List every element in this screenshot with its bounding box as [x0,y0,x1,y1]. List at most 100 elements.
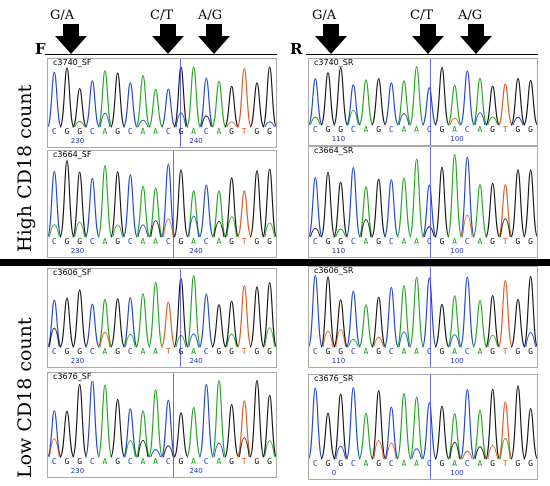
base-call: G [115,237,121,246]
trace-panel: c3606_SF C G G C A G C A A T G A C G G T G G 230 240 [47,268,277,368]
base-call: G [376,459,382,468]
minor-peak-G [500,218,511,238]
base-call: C [464,459,470,468]
minor-peak-A [125,333,136,348]
base-call: C [312,459,318,468]
base-call: T [241,127,247,136]
right-snp-label-3: A/G [458,8,483,23]
position-scale-end: 240 [189,467,203,475]
peak-G [434,66,450,126]
peak-G [224,177,240,238]
snp-marker-line [180,59,182,147]
base-call: A [191,127,196,136]
base-call: A [363,347,369,356]
peak-G [59,297,75,348]
base-call: G [178,347,184,356]
minor-peak-G [474,446,486,460]
peak-G [510,298,526,348]
base-call: C [51,347,57,356]
base-call: G [115,347,121,356]
peak-T [236,190,252,238]
base-call: G [64,457,70,466]
base-call: T [502,237,508,246]
peak-A [472,409,488,460]
snp-marker-line [429,147,431,257]
peak-C [459,156,475,238]
minor-peak-A [348,338,359,348]
trace-panel: c3676_SR C G G C A G C A A C G A C A G T G G 0 100 [308,374,538,480]
peak-C [345,84,361,126]
base-call: A [191,237,196,246]
base-call: T [502,459,508,468]
base-call: A [102,347,108,356]
peak-G [249,379,265,458]
peak-G [110,171,126,238]
base-call: C [203,237,209,246]
base-call: A [102,457,108,466]
base-call: C [388,347,394,356]
minor-peak-G [213,221,225,238]
base-call: G [115,127,121,136]
base-call: C [426,125,432,134]
base-call: A [477,125,483,134]
minor-peak-T [386,442,397,460]
base-call: A [191,457,196,466]
peak-A [472,77,488,126]
base-call: C [388,459,394,468]
position-scale-end: 240 [189,357,203,365]
peak-G [510,385,526,460]
minor-peak-A [310,116,321,126]
peak-C [160,163,176,238]
peak-T [497,401,513,460]
peak-T [236,400,252,458]
minor-peak-A [487,334,498,348]
peak-A [211,80,227,128]
base-call: A [140,457,146,466]
minor-peak-T [462,214,473,238]
base-call: C [51,457,57,466]
base-call: A [216,237,222,246]
header-rule-left [45,54,277,55]
peak-G [485,85,501,126]
base-call: C [203,457,209,466]
right-snp-label-1: G/A [312,8,337,23]
peak-T [236,285,252,348]
peak-C [345,387,361,460]
base-call: G [229,127,234,136]
base-call: A [452,237,457,246]
minor-peak-A [74,221,85,238]
minor-peak-C [449,334,460,348]
peak-T [497,280,513,348]
peak-G [59,410,75,458]
peak-G [224,85,240,128]
peak-G [110,398,126,458]
base-call: C [388,125,394,134]
position-scale-end: 100 [450,357,464,365]
peak-C [84,80,100,128]
minor-peak-A [74,120,85,128]
base-call: A [414,237,419,246]
peak-G [110,72,126,128]
peak-A [97,70,113,128]
peak-C [421,402,437,460]
minor-peak-G [49,327,60,348]
peak-A [135,185,151,238]
base-call: A [153,347,158,356]
base-call: C [203,347,209,356]
minor-peak-C [335,445,346,460]
group-divider [0,259,550,266]
peak-A [97,298,113,348]
peak-C [198,293,214,348]
base-call: G [490,237,495,246]
minor-peak-A [112,224,123,238]
peak-A [358,304,374,348]
peak-G [485,182,501,238]
arrow-down-icon [55,24,87,54]
position-scale-start: 110 [331,357,346,365]
base-call: C [203,127,209,136]
peak-G [371,390,387,460]
peak-A [396,285,412,348]
minor-peak-C [264,121,275,128]
